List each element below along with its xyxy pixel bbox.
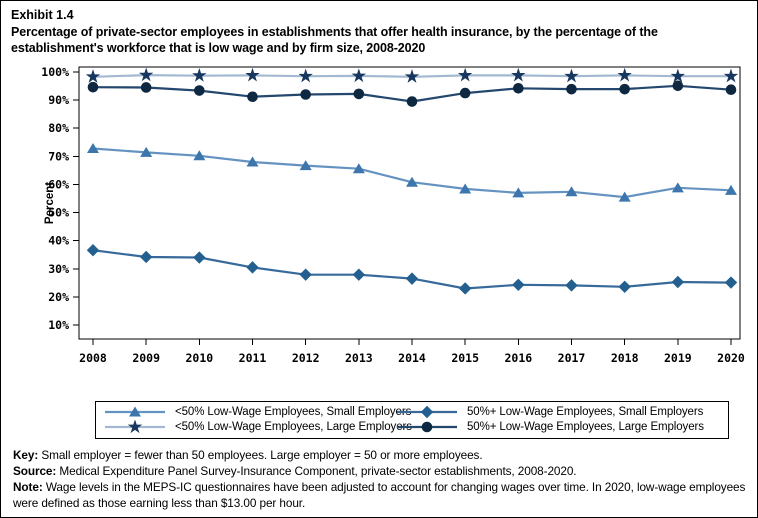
svg-text:2019: 2019 <box>664 351 692 365</box>
source-text: Medical Expenditure Panel Survey-Insuran… <box>56 464 577 478</box>
legend-item-label: 50%+ Low-Wage Employees, Large Employers <box>467 421 704 433</box>
note-label: Note: <box>13 480 43 494</box>
key-label: Key: <box>13 448 39 462</box>
svg-text:60%: 60% <box>48 177 69 191</box>
svg-text:30%: 30% <box>48 262 69 276</box>
circle-legend-marker-icon <box>397 421 457 433</box>
page-title: Percentage of private-sector employees i… <box>11 24 658 56</box>
note-text: Wage levels in the MEPS-IC questionnaire… <box>13 480 746 510</box>
line-chart: 10% 20% 30% 40% 50% 60% 70% 80% 90% 100% 2008 2009 2… <box>41 65 745 365</box>
exhibit-label: Exhibit 1.4 <box>11 8 74 22</box>
key-text: Small employer = fewer than 50 employees… <box>38 448 483 462</box>
svg-text:90%: 90% <box>48 93 69 107</box>
source-note: Source: Medical Expenditure Panel Survey… <box>13 463 749 479</box>
legend-item: <50% Low-Wage Employees, Large Employers <box>104 420 412 434</box>
svg-text:2011: 2011 <box>239 351 267 365</box>
triangle-legend-marker-icon <box>105 406 165 417</box>
key-note: Key: Small employer = fewer than 50 empl… <box>13 447 749 463</box>
svg-text:2017: 2017 <box>558 351 586 365</box>
svg-text:2008: 2008 <box>79 351 107 365</box>
svg-text:2013: 2013 <box>345 351 373 365</box>
svg-text:70%: 70% <box>48 149 69 163</box>
svg-text:Percent: Percent <box>44 182 56 224</box>
diamond-legend-marker-icon <box>397 405 457 419</box>
svg-text:2014: 2014 <box>398 351 426 365</box>
source-label: Source: <box>13 464 57 478</box>
title-block: Exhibit 1.4 Percentage of private-sector… <box>11 7 739 56</box>
legend: <50% Low-Wage Employees, Small Employers… <box>95 401 729 439</box>
legend-items: <50% Low-Wage Employees, Small Employers… <box>104 405 722 434</box>
method-note: Note: Wage levels in the MEPS-IC questio… <box>13 479 749 511</box>
svg-text:2018: 2018 <box>611 351 639 365</box>
svg-text:20%: 20% <box>48 290 69 304</box>
legend-item-label: 50%+ Low-Wage Employees, Small Employers <box>467 406 704 418</box>
legend-item-label: <50% Low-Wage Employees, Large Employers <box>175 421 412 433</box>
footnotes: Key: Small employer = fewer than 50 empl… <box>13 447 749 511</box>
svg-text:2016: 2016 <box>504 351 532 365</box>
svg-text:10%: 10% <box>48 318 69 332</box>
svg-text:2012: 2012 <box>292 351 320 365</box>
legend-item: 50%+ Low-Wage Employees, Small Employers <box>396 405 722 419</box>
svg-text:100%: 100% <box>41 65 69 79</box>
svg-text:40%: 40% <box>48 234 69 248</box>
svg-text:2020: 2020 <box>717 351 745 365</box>
legend-item: <50% Low-Wage Employees, Small Employers <box>104 405 411 419</box>
svg-text:2010: 2010 <box>185 351 213 365</box>
star-legend-marker-icon <box>105 420 165 434</box>
svg-text:2009: 2009 <box>132 351 160 365</box>
legend-item: 50%+ Low-Wage Employees, Large Employers <box>396 420 722 434</box>
legend-item-label: <50% Low-Wage Employees, Small Employers <box>175 406 412 418</box>
svg-text:2015: 2015 <box>451 351 479 365</box>
svg-text:80%: 80% <box>48 121 69 135</box>
svg-text:50%: 50% <box>48 206 69 220</box>
